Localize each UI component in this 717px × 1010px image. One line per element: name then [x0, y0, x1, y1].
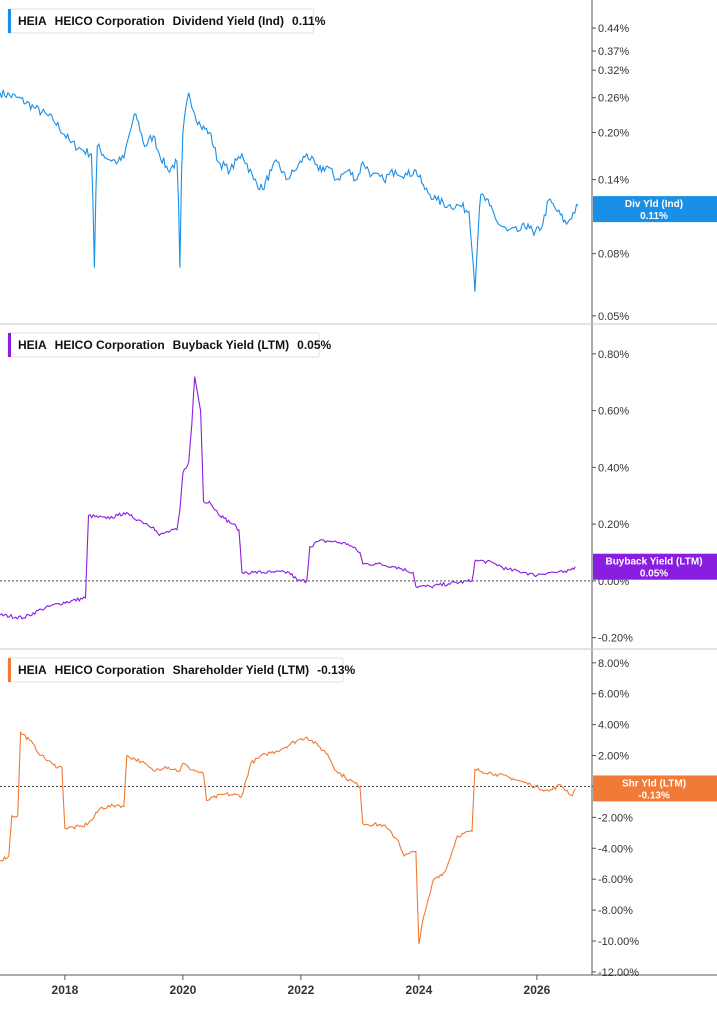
dividend-legend-text: HEIA HEICO Corporation Dividend Yield (Ind… [18, 14, 326, 28]
dividend-series-line [0, 89, 579, 292]
y-tick-label: 0.08% [598, 249, 629, 261]
flag-label: Buyback Yield (LTM) [605, 557, 702, 568]
shareholder-value-flag [593, 775, 717, 802]
legend-metric: Shareholder Yield (LTM) [173, 663, 309, 677]
y-tick-label: 0.80% [598, 349, 629, 361]
y-tick-label: 0.26% [598, 93, 629, 105]
legend-ticker: HEIA [18, 663, 47, 677]
legend-value: 0.05% [297, 338, 331, 352]
panel-frames [0, 0, 717, 976]
y-tick-label: 0.37% [598, 46, 629, 58]
y-tick-label: -12.00% [598, 967, 639, 979]
legend-ticker: HEIA [18, 338, 47, 352]
legend-ticker: HEIA [18, 14, 47, 28]
legend-value: -0.13% [317, 663, 355, 677]
x-axis: 2018 2020 2022 2024 2026 [52, 975, 551, 997]
y-axes: 0.44% 0.37% 0.32% 0.26% 0.20% 0.14% 0.08% 0.05%… [592, 23, 717, 979]
x-tick-label: 2024 [406, 983, 433, 997]
flag-label: Div Yld (Ind) [625, 199, 683, 210]
series-lines [0, 89, 579, 945]
y-tick-label: -2.00% [598, 812, 633, 824]
flag-value: -0.13% [638, 790, 670, 801]
dividend-value-flag [593, 196, 717, 223]
y-tick-label: 8.00% [598, 658, 629, 670]
y-tick-label: 0.14% [598, 175, 629, 187]
x-tick-label: 2026 [524, 983, 551, 997]
legend-swatch [8, 333, 11, 357]
y-tick-label: 0.60% [598, 406, 629, 418]
y-tick-label: -10.00% [598, 936, 639, 948]
legend-metric: Buyback Yield (LTM) [173, 338, 289, 352]
legend-metric: Dividend Yield (Ind) [173, 14, 284, 28]
shareholder-series-line [0, 730, 576, 945]
y-tick-label: -4.00% [598, 843, 633, 855]
y-tick-label: -0.20% [598, 633, 633, 645]
y-tick-label: 6.00% [598, 689, 629, 701]
legend-swatch [8, 658, 11, 682]
y-tick-label: 4.00% [598, 720, 629, 732]
buyback-series-line [0, 376, 576, 620]
buyback-value-flag [593, 553, 717, 580]
y-tick-label: 0.44% [598, 23, 629, 35]
y-tick-label: -8.00% [598, 905, 633, 917]
legend-company: HEICO Corporation [55, 663, 165, 677]
legends: HEIA HEICO Corporation Dividend Yield (Ind… [7, 8, 355, 683]
y-tick-label: 0.20% [598, 519, 629, 531]
y-tick-label: 0.32% [598, 65, 629, 77]
y-tick-label: 2.00% [598, 751, 629, 763]
legend-company: HEICO Corporation [55, 338, 165, 352]
x-tick-label: 2018 [52, 983, 79, 997]
legend-swatch [8, 9, 11, 33]
flag-value: 0.05% [640, 569, 668, 580]
shareholder-legend-text: HEIA HEICO Corporation Shareholder Yield (… [18, 663, 355, 677]
flag-label: Shr Yld (LTM) [622, 778, 686, 789]
buyback-legend-text: HEIA HEICO Corporation Buyback Yield (LTM)… [18, 338, 331, 352]
legend-company: HEICO Corporation [55, 14, 165, 28]
y-tick-label: 0.20% [598, 127, 629, 139]
x-tick-label: 2020 [170, 983, 197, 997]
flag-value: 0.11% [640, 211, 668, 222]
y-tick-label: 0.40% [598, 462, 629, 474]
y-tick-label: -6.00% [598, 874, 633, 886]
legend-value: 0.11% [292, 14, 326, 28]
x-tick-label: 2022 [288, 983, 315, 997]
y-tick-label: 0.05% [598, 311, 629, 323]
